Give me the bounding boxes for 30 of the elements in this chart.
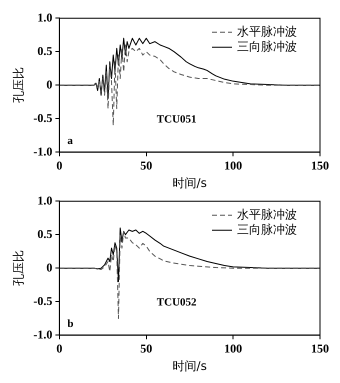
x-tick-label: 50 [140, 341, 152, 356]
legend-label: 三向脉冲波 [237, 222, 297, 236]
x-tick-label: 150 [311, 341, 329, 356]
y-tick-label: 0.5 [37, 226, 52, 241]
x-tick-label: 100 [224, 341, 242, 356]
y-tick-label: -1.0 [33, 327, 52, 342]
y-tick-label: 1.0 [37, 193, 52, 208]
legend-label: 三向脉冲波 [237, 39, 297, 54]
y-tick-label: 1.0 [37, 10, 52, 24]
x-tick-label: 150 [311, 158, 329, 172]
y-tick-label: 0 [46, 260, 52, 274]
annotation: TCU051 [156, 114, 197, 126]
y-axis-title: 孔压比 [11, 250, 26, 286]
x-axis-title: 时间/s [172, 358, 207, 373]
y-tick-label: 0 [46, 77, 52, 92]
y-tick-label: -0.5 [33, 110, 52, 125]
annotation: TCU052 [156, 296, 198, 309]
y-tick-label: -1.0 [33, 144, 52, 158]
annotation: b [67, 318, 74, 330]
legend-label: 水平脉冲波 [237, 207, 297, 222]
legend-label: 水平脉冲波 [237, 24, 297, 38]
y-tick-label: 0.5 [37, 44, 52, 58]
x-axis-title: 时间/s [172, 176, 207, 190]
x-tick-label: 0 [56, 158, 62, 172]
x-tick-label: 50 [140, 158, 152, 172]
annotation: a [67, 135, 74, 148]
y-tick-label: -0.5 [33, 294, 52, 308]
x-tick-label: 100 [224, 158, 242, 172]
x-tick-label: 0 [56, 341, 62, 356]
y-axis-title: 孔压比 [11, 67, 26, 104]
